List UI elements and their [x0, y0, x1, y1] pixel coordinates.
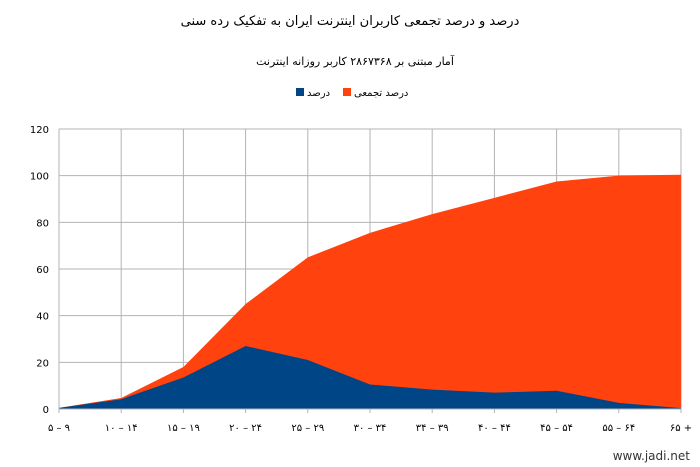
legend-swatch-percent: [296, 88, 304, 96]
legend-label-cumulative: درصد تجمعی: [354, 88, 408, 99]
legend-label-percent: درصد: [307, 88, 330, 99]
legend: درصد درصد تجمعی: [296, 88, 408, 99]
data-areas: [59, 174, 681, 409]
series-area-percent: [59, 346, 681, 409]
legend-swatch-cumulative: [343, 88, 351, 96]
watermark: www.jadi.net: [613, 449, 691, 463]
y-tick-label-1: 20: [36, 358, 49, 369]
x-tick-label-2: ۱۵ – ۱۹: [167, 423, 200, 434]
y-tick-label-0: 0: [43, 405, 49, 416]
y-tick-labels: 0 20 40 60 80 100 120: [30, 125, 49, 416]
y-tick-label-5: 100: [30, 172, 49, 183]
x-tick-label-5: ۳۰ – ۳۴: [354, 423, 387, 434]
x-tick-label-10: ۶۵ +: [670, 423, 692, 434]
axes: [58, 129, 682, 413]
series-area-cumulative: [59, 174, 681, 409]
x-tick-label-7: ۴۰ – ۴۴: [478, 423, 511, 434]
x-tick-label-8: ۴۵ – ۵۴: [540, 423, 573, 434]
x-tick-label-1: ۱۰ – ۱۴: [105, 423, 138, 434]
x-tick-labels: ۵ – ۹ ۱۰ – ۱۴ ۱۵ – ۱۹ ۲۰ – ۲۴ ۲۵ – ۲۹ ۳۰ – ۳۴…: [48, 423, 692, 434]
x-tick-label-0: ۵ – ۹: [48, 423, 70, 434]
y-tick-label-3: 60: [36, 265, 49, 276]
y-tick-label-6: 120: [30, 125, 49, 136]
y-tick-label-2: 40: [36, 312, 49, 323]
x-tick-label-9: ۵۵ – ۶۴: [602, 423, 635, 434]
chart-subtitle: آمار مبتنی بر ۲۸۶۷۳۶۸ کاربر روزانه اینتر…: [256, 54, 455, 68]
chart-title: درصد و درصد تجمعی کاربران اینترنت ایران …: [181, 14, 520, 29]
x-tick-label-3: ۲۰ – ۲۴: [229, 423, 262, 434]
x-tick-label-4: ۲۵ – ۲۹: [291, 423, 324, 434]
x-tick-label-6: ۳۴ – ۳۹: [416, 423, 449, 434]
y-tick-label-4: 80: [36, 218, 49, 229]
